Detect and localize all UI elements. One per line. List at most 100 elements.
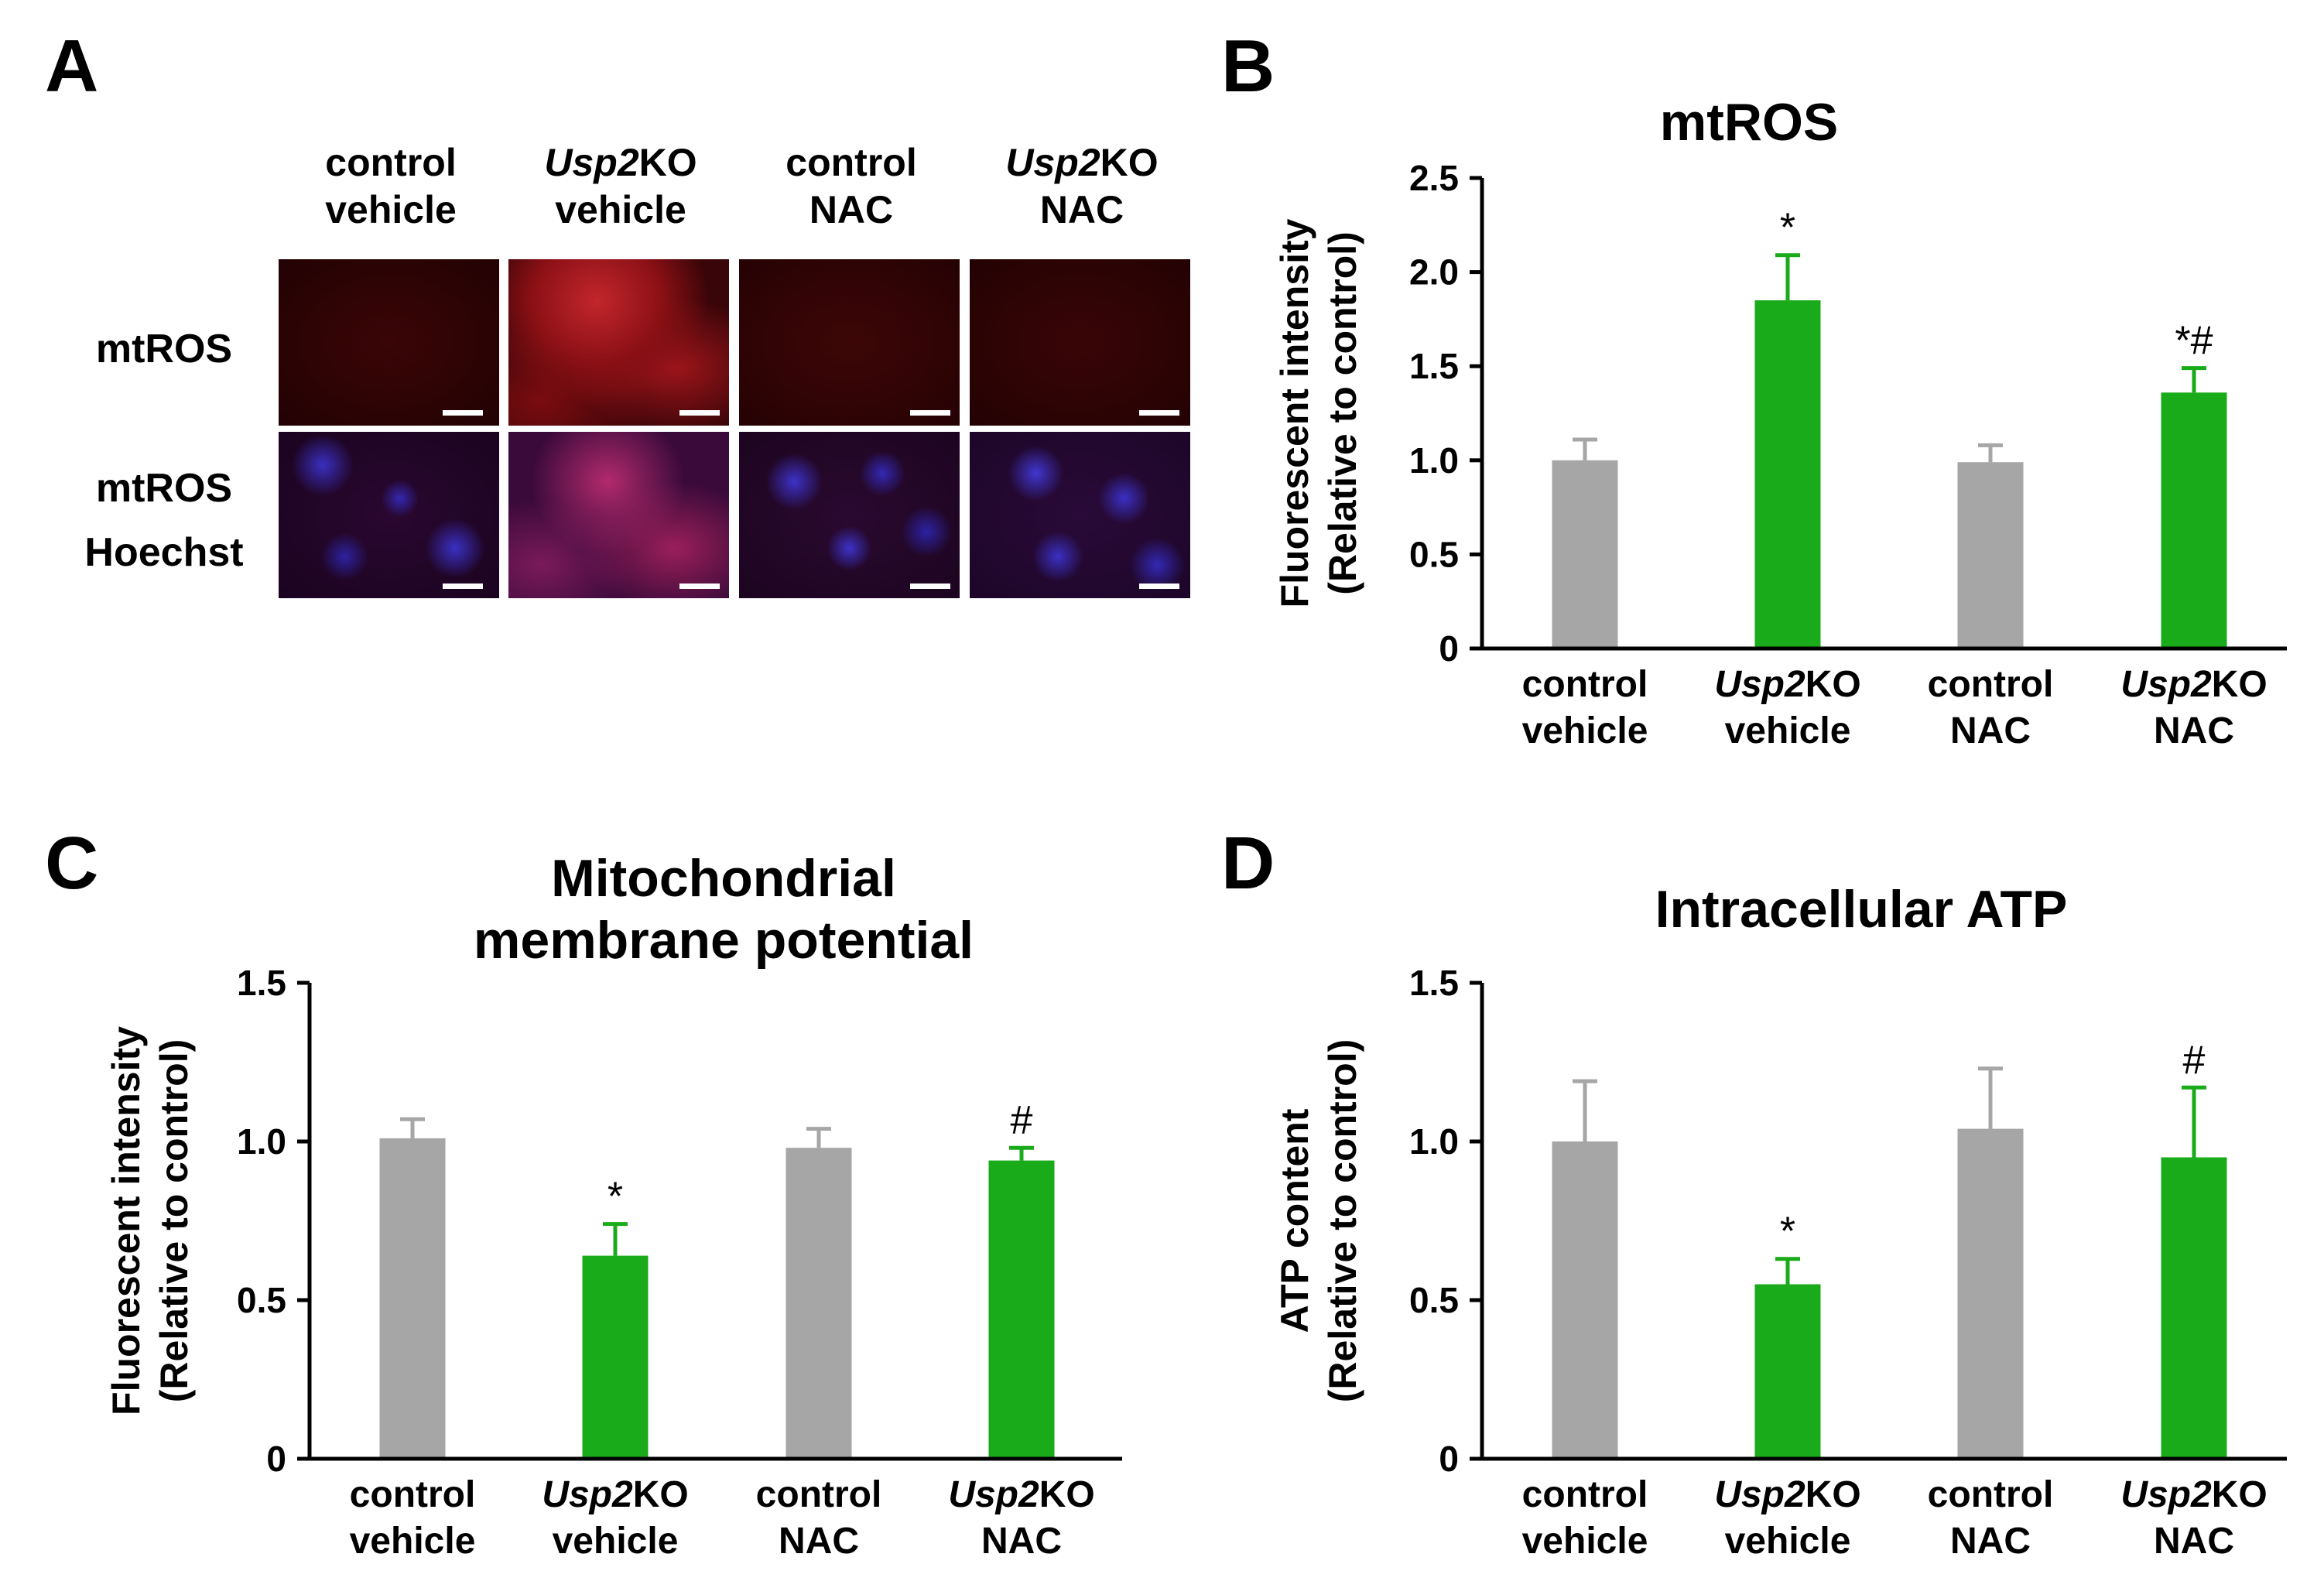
scale-bar	[910, 410, 950, 416]
x-tick-label-b-2: Usp2KO	[1714, 664, 1860, 705]
y-tick-label-c: 0.5	[237, 1280, 286, 1320]
y-axis-label-d-1: ATP content	[1273, 1108, 1316, 1333]
col3-line2: NAC	[809, 188, 894, 231]
panel-a-column-header-1: control vehicle	[275, 139, 507, 234]
significance-label-d-2: *	[1780, 1210, 1795, 1254]
bar-c-1	[379, 1138, 446, 1459]
scale-bar	[679, 410, 720, 416]
scale-bar	[910, 584, 950, 589]
x-tick-label-c-3: control	[756, 1474, 882, 1515]
y-tick-label-b: 0.5	[1409, 534, 1459, 574]
bar-b-1	[1552, 460, 1618, 649]
chart-b-title: mtROS	[1660, 91, 1838, 153]
micrograph-mtros-ko-nac	[970, 259, 1190, 426]
panel-a-row-label-1: mtROS	[48, 317, 280, 382]
y-tick-label-c: 1.5	[237, 963, 286, 1003]
micrograph-merge-control-vehicle	[279, 432, 499, 598]
chart-d-title-line1: Intracellular ATP	[1655, 880, 2068, 939]
y-axis-label-c-2: (Relative to control)	[152, 1039, 196, 1402]
bar-c-3	[786, 1148, 852, 1459]
chart-b-title-line1: mtROS	[1659, 93, 1839, 152]
bar-d-3	[1957, 1128, 2024, 1459]
micrograph-mtros-control-nac	[739, 259, 960, 426]
micrograph-merge-control-nac	[739, 432, 960, 598]
x-tick-label-line2-b-1: vehicle	[1522, 710, 1648, 751]
panel-c-letter: C	[45, 822, 99, 905]
col1-line1: control	[325, 141, 457, 184]
row2-line1: mtROS	[95, 466, 233, 511]
x-tick-label-line2-c-1: vehicle	[350, 1521, 476, 1562]
row1-line1: mtROS	[95, 327, 233, 371]
x-tick-label-line2-b-4: NAC	[2154, 710, 2234, 751]
y-axis-label-d-2: (Relative to control)	[1321, 1039, 1364, 1402]
x-tick-label-line2-c-4: NAC	[981, 1521, 1062, 1562]
col1-line2: vehicle	[325, 188, 457, 231]
col2-suffix: KO	[638, 141, 697, 184]
chart-c-title-line2: membrane potential	[473, 911, 974, 970]
col3-line1: control	[786, 141, 917, 184]
bar-b-3	[1957, 462, 2024, 649]
scale-bar	[1139, 410, 1179, 416]
col4-suffix: KO	[1100, 141, 1159, 184]
scale-bar	[443, 410, 483, 416]
micrograph-mtros-ko-vehicle	[508, 259, 729, 426]
bar-d-2	[1754, 1284, 1821, 1459]
x-tick-label-d-2: Usp2KO	[1714, 1474, 1860, 1515]
scale-bar	[679, 584, 720, 589]
y-tick-label-d: 1.5	[1409, 963, 1459, 1003]
panel-a-row-label-2: mtROS Hoechst	[48, 457, 280, 585]
y-tick-label-b: 1.5	[1409, 346, 1459, 386]
y-axis-label-b-1: Fluorescent intensity	[1273, 218, 1316, 607]
significance-label-c-2: *	[608, 1175, 623, 1220]
scale-bar	[443, 584, 483, 589]
x-tick-label-d-4: Usp2KO	[2120, 1474, 2267, 1515]
bar-b-2	[1754, 300, 1821, 649]
significance-label-c-4: #	[1011, 1098, 1033, 1143]
x-tick-label-line2-d-1: vehicle	[1522, 1521, 1648, 1562]
x-tick-label-b-3: control	[1928, 664, 2054, 705]
panel-b-letter: B	[1221, 25, 1275, 108]
col2-gene: Usp2	[544, 141, 639, 184]
y-tick-label-b: 2.0	[1409, 252, 1459, 293]
x-tick-label-c-4: Usp2KO	[948, 1474, 1094, 1515]
bar-d-1	[1552, 1141, 1618, 1459]
x-tick-label-line2-b-2: vehicle	[1725, 710, 1851, 751]
y-axis-label-c-1: Fluorescent intensity	[104, 1026, 148, 1415]
y-tick-label-b: 1.0	[1409, 440, 1459, 481]
y-tick-label-b: 0	[1439, 628, 1459, 669]
scale-bar	[1139, 584, 1179, 589]
bar-c-4	[988, 1160, 1055, 1459]
significance-label-b-2: *	[1780, 206, 1795, 251]
bar-d-4	[2161, 1157, 2227, 1459]
x-tick-label-line2-b-3: NAC	[1950, 710, 2031, 751]
x-tick-label-line2-c-2: vehicle	[553, 1521, 679, 1562]
col4-line2: NAC	[1039, 188, 1124, 231]
bar-b-4	[2161, 392, 2227, 649]
x-tick-label-d-1: control	[1522, 1474, 1648, 1515]
x-tick-label-d-3: control	[1928, 1474, 2054, 1515]
significance-label-b-4: *#	[2175, 319, 2213, 364]
panel-a-column-header-4: Usp2KO NAC	[966, 139, 1198, 234]
x-tick-label-line2-d-2: vehicle	[1725, 1521, 1851, 1562]
panel-a-column-header-3: control NAC	[735, 139, 967, 234]
y-tick-label-d: 0.5	[1409, 1280, 1459, 1320]
x-tick-label-b-1: control	[1522, 664, 1648, 705]
micrograph-merge-ko-vehicle	[508, 432, 729, 598]
y-tick-label-c: 0	[266, 1439, 286, 1479]
y-tick-label-d: 0	[1439, 1439, 1459, 1479]
micrograph-merge-ko-nac	[970, 432, 1190, 598]
x-tick-label-c-1: control	[350, 1474, 476, 1515]
chart-c-title: Mitochondrial membrane potential	[474, 847, 974, 971]
micrograph-mtros-control-vehicle	[279, 259, 499, 426]
chart-c-title-line1: Mitochondrial	[551, 849, 896, 908]
col4-gene: Usp2	[1005, 141, 1100, 184]
y-axis-label-b-2: (Relative to control)	[1321, 231, 1364, 594]
panel-a-column-header-2: Usp2KO vehicle	[505, 139, 737, 234]
x-tick-label-line2-c-3: NAC	[779, 1521, 859, 1562]
col2-line2: vehicle	[555, 188, 686, 231]
x-tick-label-line2-d-3: NAC	[1950, 1521, 2031, 1562]
y-tick-label-c: 1.0	[237, 1121, 286, 1162]
x-tick-label-c-2: Usp2KO	[542, 1474, 688, 1515]
y-tick-label-d: 1.0	[1409, 1121, 1459, 1162]
